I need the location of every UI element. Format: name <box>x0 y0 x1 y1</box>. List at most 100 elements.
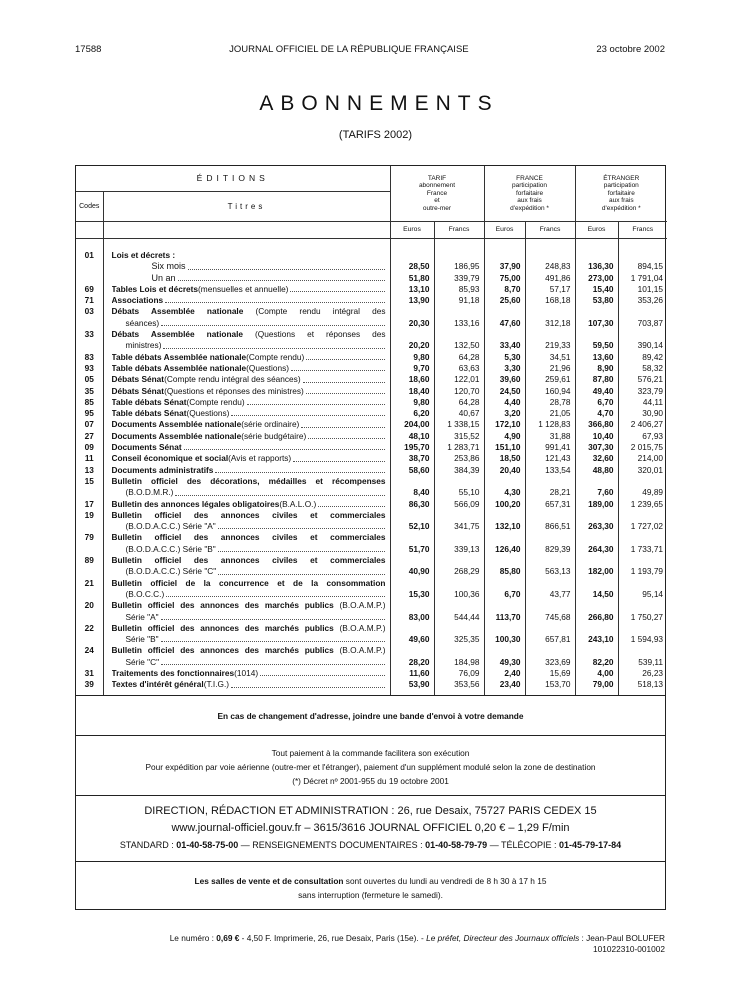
value-francs: 186,95 <box>433 261 485 273</box>
row-code: 89 <box>84 555 94 566</box>
sales-rooms-info: Les salles de vente et de consultation s… <box>76 860 665 909</box>
value-euros: 28,20 <box>389 645 434 668</box>
table-row: 03 Débats Assemblée nationale (Compte ren… <box>76 306 668 330</box>
title-text: (B.O.D.A.C.C.) Série "A" <box>125 521 216 532</box>
table-row: 95 Table débats Sénat (Questions) 6,20 40,6… <box>76 408 668 420</box>
row-title: Débats Sénat (Compte rendu intégral des … <box>102 374 390 386</box>
value-euros: 307,30 <box>574 442 619 454</box>
value-francs: 1 733,71 <box>617 532 668 556</box>
title-bold: Bulletin des annonces légales obligatoir… <box>111 498 280 509</box>
value-francs: 219,33 <box>524 329 576 352</box>
value-euros: 58,60 <box>389 464 434 476</box>
value-euros: 6,70 <box>574 396 619 409</box>
group-header-line: forfaitaire <box>515 189 544 197</box>
value-francs: 539,11 <box>617 645 668 668</box>
table-row: 69 Tables Lois et décrets (mensuelles et … <box>76 283 668 296</box>
titres-header: Titres <box>102 191 390 222</box>
title-bold: Bulletin officiel de la concurrence et d… <box>111 577 386 588</box>
value-euros: 32,60 <box>574 453 619 465</box>
value-francs: 57,17 <box>524 283 576 296</box>
title-line: Bulletin officiel des annonces des march… <box>112 623 386 634</box>
value-francs: 268,29 <box>433 555 485 578</box>
title-line: Bulletin officiel des annonces civiles e… <box>112 532 386 543</box>
title-text: (B.O.A.M.P.) <box>333 600 386 611</box>
row-title: Bulletin officiel des annonces civiles e… <box>102 509 390 533</box>
value-francs: 122,01 <box>433 374 485 386</box>
value-francs: 133,16 <box>433 306 485 330</box>
title-line: Bulletin officiel de la concurrence et d… <box>112 578 386 589</box>
dot-leader <box>183 442 385 451</box>
title-bold: Table débats Sénat <box>111 408 187 419</box>
value-euros: 13,10 <box>389 283 434 296</box>
title-text: (Questions et réponses des ministres) <box>164 385 304 396</box>
dot-leader <box>291 363 385 372</box>
row-title: Associations <box>102 295 390 307</box>
value-francs: 133,54 <box>524 464 576 476</box>
value-euros: 52,10 <box>389 509 434 533</box>
row-title: Documents Assemblée nationale (série bud… <box>102 430 390 443</box>
value-euros: 3,20 <box>483 408 526 420</box>
group-header-line: aux frais <box>609 197 634 204</box>
title-bold: Associations <box>111 295 164 306</box>
table-row: 11 Conseil économique et social (Avis et … <box>76 453 668 465</box>
title-line: Débats Sénat (Questions et réponses des … <box>112 386 386 397</box>
airmail-line: Pour expédition par voie aérienne (outre… <box>145 761 596 772</box>
subscription-table: ÉDITIONS TARIF abonnement France et outre-me… <box>76 166 668 695</box>
dot-leader <box>163 340 385 349</box>
dot-leader <box>217 521 385 530</box>
value-euros: 243,10 <box>574 622 619 646</box>
issue-date: 23 octobre 2002 <box>596 44 665 55</box>
title-text: (Compte rendu intégral des <box>243 306 386 317</box>
value-euros: 49,40 <box>574 385 619 397</box>
value-francs: 1 750,27 <box>617 600 668 623</box>
table-row: 31 Traitements des fonctionnaires (1014) 1… <box>76 667 668 680</box>
table-row: 07 Documents Assemblée nationale (série o… <box>76 419 668 431</box>
title-line: Six mois <box>112 261 386 272</box>
title-continuation: Série "B" <box>112 634 386 645</box>
value-euros: 4,70 <box>574 408 619 420</box>
group-header-france: FRANCE participation forfaitaire aux frais d… <box>483 166 576 222</box>
row-title: Un an <box>102 272 390 284</box>
group-header-etranger: ÉTRANGER participation forfaitaire aux frai… <box>574 166 668 222</box>
subscription-table-box: ÉDITIONS TARIF abonnement France et outre-me… <box>75 165 668 910</box>
value-euros: 7,60 <box>574 475 619 499</box>
value-francs: 491,86 <box>524 272 576 284</box>
row-code: 24 <box>84 645 94 656</box>
value-francs: 253,86 <box>433 453 485 465</box>
title-text: Série "A" <box>125 611 159 622</box>
dot-leader <box>306 352 385 360</box>
row-title: Bulletin officiel des annonces des march… <box>102 622 390 646</box>
value-euros: 4,90 <box>483 430 526 443</box>
value-francs: 64,28 <box>433 351 485 363</box>
group-header-line: FRANCE <box>516 174 543 182</box>
title-bold: Débats Assemblée nationale <box>111 306 244 317</box>
title-text: Un an <box>151 272 176 283</box>
table-row: 71 Associations 13,90 91,18 25,60 168,18 53,80… <box>76 295 668 307</box>
dot-leader <box>166 589 385 598</box>
title-line: Documents Assemblée nationale (série bud… <box>112 431 386 442</box>
row-title: Bulletin officiel de la concurrence et d… <box>102 577 390 601</box>
row-code: 71 <box>84 295 94 306</box>
title-line: Bulletin officiel des annonces civiles e… <box>112 555 386 566</box>
value-euros: 87,80 <box>574 374 619 386</box>
row-title: Bulletin officiel des annonces des march… <box>102 645 390 668</box>
value-francs: 40,67 <box>433 408 485 420</box>
table-row: 22 Bulletin officiel des annonces des mar… <box>76 622 668 646</box>
title-line: Débats Sénat (Compte rendu intégral des … <box>112 374 386 385</box>
table-row: 20 Bulletin officiel des annonces des mar… <box>76 600 668 623</box>
value-euros: 51,70 <box>389 532 434 556</box>
title-line: Documents Assemblée nationale (série ord… <box>112 419 386 430</box>
value-francs: 95,14 <box>617 577 668 601</box>
row-title: Débats Assemblée nationale (Compte rendu… <box>102 306 390 330</box>
title-line: Bulletin officiel des annonces des march… <box>112 645 386 656</box>
value-euros: 182,00 <box>574 555 619 578</box>
value-euros: 113,70 <box>483 600 526 623</box>
title-text: (Questions) <box>246 362 290 373</box>
value-euros: 4,00 <box>574 667 619 680</box>
row-code <box>76 273 103 284</box>
dot-leader <box>177 273 385 281</box>
title-line: Table débats Sénat (Questions) <box>112 408 386 419</box>
title-text: (B.O.C.C.) <box>125 588 165 599</box>
title-line: Bulletin officiel des décorations, médai… <box>112 476 386 487</box>
title-text: (Compte rendu intégral des séances) <box>164 374 301 385</box>
